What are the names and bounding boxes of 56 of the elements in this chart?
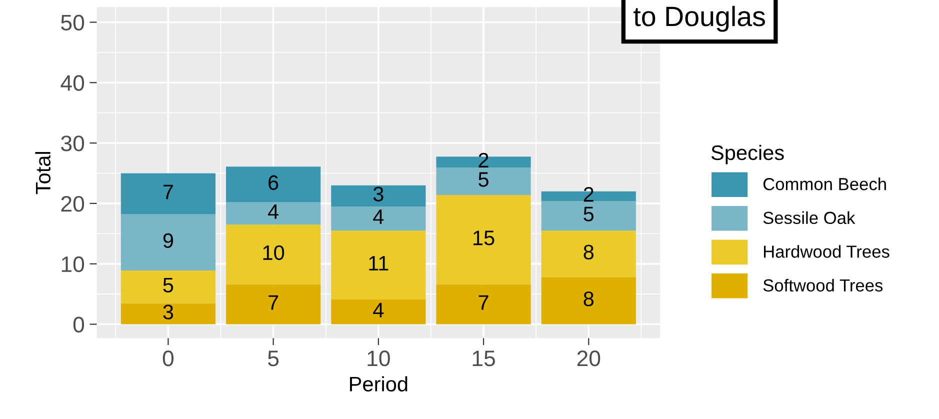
bar xyxy=(226,284,321,324)
annotation: to Douglas xyxy=(634,6,765,32)
bar xyxy=(436,284,531,324)
legend-title: Species xyxy=(711,144,784,164)
bar xyxy=(226,224,321,284)
data-label: 3 xyxy=(163,304,174,320)
bar xyxy=(120,214,216,270)
y-axis-title: Total xyxy=(35,152,51,194)
y-tick-label: 10 xyxy=(62,256,84,272)
bar xyxy=(541,201,636,231)
bar xyxy=(331,230,426,300)
bar xyxy=(120,270,216,304)
data-label: 5 xyxy=(478,172,488,187)
y-tick-label: 50 xyxy=(61,14,84,30)
y-tick-label: 0 xyxy=(73,316,84,333)
legend-label: Softwood Trees xyxy=(763,278,883,292)
data-label: 10 xyxy=(263,245,284,260)
data-label: 7 xyxy=(268,295,278,310)
x-tick-label: 0 xyxy=(162,350,174,366)
x-tick-label: 20 xyxy=(577,350,600,366)
bar xyxy=(226,202,321,225)
x-tick-label: 10 xyxy=(368,350,390,366)
data-label: 8 xyxy=(584,244,594,260)
data-label: 7 xyxy=(478,295,488,310)
y-tick-label: 30 xyxy=(61,136,84,152)
bar xyxy=(331,206,426,231)
x-tick-label: 5 xyxy=(268,350,279,366)
bar xyxy=(541,230,636,278)
bar xyxy=(120,303,216,324)
bar xyxy=(331,299,426,324)
legend-label: Sessile Oak xyxy=(763,211,856,224)
bar xyxy=(226,166,321,202)
data-label: 9 xyxy=(163,233,173,248)
data-label: 6 xyxy=(268,175,278,190)
data-label: 11 xyxy=(369,256,388,270)
x-axis-title: Period xyxy=(350,376,408,392)
legend-label: Hardwood Trees xyxy=(764,245,890,258)
bar xyxy=(436,194,531,284)
data-label: 2 xyxy=(478,152,488,168)
bar xyxy=(541,277,636,324)
x-tick-label: 15 xyxy=(472,350,495,366)
data-label: 4 xyxy=(373,210,384,224)
y-tick-label: 40 xyxy=(60,75,84,91)
legend-label: Common Beech xyxy=(763,178,886,190)
data-label: 8 xyxy=(584,292,594,306)
data-label: 15 xyxy=(474,230,494,246)
y-tick-label: 20 xyxy=(61,196,84,212)
bar xyxy=(331,185,426,206)
data-label: 5 xyxy=(584,206,594,222)
data-label: 4 xyxy=(268,204,278,219)
data-label: 3 xyxy=(373,186,384,202)
data-label: 4 xyxy=(373,302,384,318)
data-label: 7 xyxy=(163,184,173,200)
data-label: 5 xyxy=(163,278,174,293)
bar xyxy=(120,173,216,214)
bar xyxy=(436,167,531,195)
